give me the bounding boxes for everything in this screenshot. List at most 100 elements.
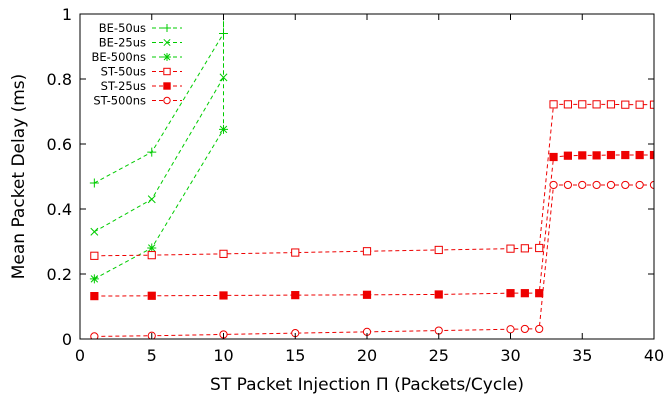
series-st-25us	[90, 150, 654, 301]
data-point	[219, 249, 228, 258]
series-line	[94, 103, 654, 257]
series-st-50us	[90, 100, 654, 260]
y-tick-label: 0.4	[47, 200, 72, 219]
data-point	[606, 100, 616, 109]
data-point	[147, 243, 157, 253]
data-point	[635, 100, 644, 109]
data-point	[649, 150, 654, 160]
y-tick-label: 0.6	[47, 135, 72, 154]
series-st-500ns	[90, 180, 654, 339]
legend-label: BE-25us	[99, 36, 146, 50]
data-point	[163, 67, 171, 76]
data-point	[649, 100, 654, 109]
x-tick-label: 30	[500, 346, 520, 365]
data-point	[606, 150, 616, 160]
data-point	[291, 248, 300, 257]
data-point	[592, 100, 601, 109]
x-tick-label: 40	[644, 346, 664, 365]
data-point	[163, 96, 171, 105]
data-point	[621, 150, 630, 160]
data-point	[535, 243, 544, 253]
data-point	[649, 180, 654, 190]
y-tick-label: 0	[62, 330, 72, 349]
data-point	[635, 180, 644, 190]
data-point	[163, 24, 171, 32]
data-point	[635, 150, 644, 160]
x-axis-title: ST Packet Injection Π (Packets/Cycle)	[210, 375, 524, 395]
y-axis-title: Mean Packet Delay (ms)	[9, 74, 29, 280]
data-point	[578, 180, 587, 190]
series-be-500ns	[89, 14, 228, 284]
y-tick-label: 0.8	[47, 70, 72, 89]
data-point	[291, 291, 300, 300]
legend-label: BE-50us	[99, 21, 146, 35]
data-point	[621, 180, 630, 190]
data-point	[506, 244, 515, 253]
data-point	[520, 244, 529, 253]
data-point	[147, 147, 157, 157]
data-point	[163, 82, 171, 90]
data-point	[520, 289, 529, 298]
data-point	[535, 289, 544, 298]
x-tick-label: 15	[285, 346, 305, 365]
legend-item: BE-500ns	[91, 50, 182, 64]
data-point	[578, 151, 587, 160]
data-point	[163, 53, 171, 61]
legend-item: ST-500ns	[93, 94, 182, 108]
data-point	[592, 151, 601, 160]
data-point	[147, 251, 156, 260]
series-layer	[89, 14, 654, 339]
legend-item: ST-50us	[101, 65, 182, 79]
data-point	[219, 291, 228, 300]
legend-label: ST-25us	[101, 79, 146, 93]
series-line	[94, 184, 654, 337]
data-point	[506, 325, 515, 334]
data-point	[563, 151, 572, 160]
legend-item: BE-50us	[99, 21, 182, 35]
data-point	[90, 332, 99, 339]
data-point	[506, 289, 515, 298]
x-tick-label: 10	[213, 346, 233, 365]
data-point	[362, 247, 372, 256]
legend-label: BE-500ns	[91, 50, 146, 64]
series-line	[94, 14, 224, 280]
data-point	[147, 291, 156, 300]
data-point	[563, 180, 573, 190]
axis-ticks: 0 5 10 15 20 25 30 35 40 0 0.2 0.4 0.6 0.8 1	[47, 5, 665, 365]
plot-frame	[79, 13, 655, 340]
data-point	[90, 227, 99, 236]
data-point	[578, 100, 587, 109]
x-tick-label: 5	[147, 346, 157, 365]
data-point	[163, 38, 171, 47]
data-point	[147, 195, 156, 204]
legend: BE-50usBE-25usBE-500nsST-50usST-25usST-5…	[91, 21, 182, 108]
data-point	[219, 124, 228, 134]
data-point	[563, 100, 572, 109]
x-tick-label: 20	[357, 346, 377, 365]
data-point	[621, 100, 630, 109]
x-tick-label: 35	[572, 346, 592, 365]
data-point	[89, 274, 99, 284]
data-point	[592, 180, 601, 190]
data-point	[362, 290, 372, 299]
legend-label: ST-50us	[101, 65, 146, 79]
data-point	[520, 324, 529, 334]
data-point	[90, 292, 99, 301]
series-line	[94, 154, 654, 297]
y-tick-label: 0.2	[47, 265, 72, 284]
legend-item: ST-25us	[101, 79, 182, 93]
data-point	[434, 290, 443, 299]
data-point	[549, 100, 558, 109]
data-point	[606, 180, 616, 190]
x-tick-label: 0	[75, 346, 85, 365]
y-tick-label: 1	[62, 5, 72, 24]
legend-label: ST-500ns	[93, 94, 146, 108]
legend-item: BE-25us	[99, 36, 182, 50]
data-point	[90, 251, 99, 260]
data-point	[535, 324, 544, 334]
data-point	[89, 178, 99, 188]
x-tick-label: 25	[429, 346, 449, 365]
data-point	[434, 245, 443, 255]
data-point	[549, 180, 558, 190]
